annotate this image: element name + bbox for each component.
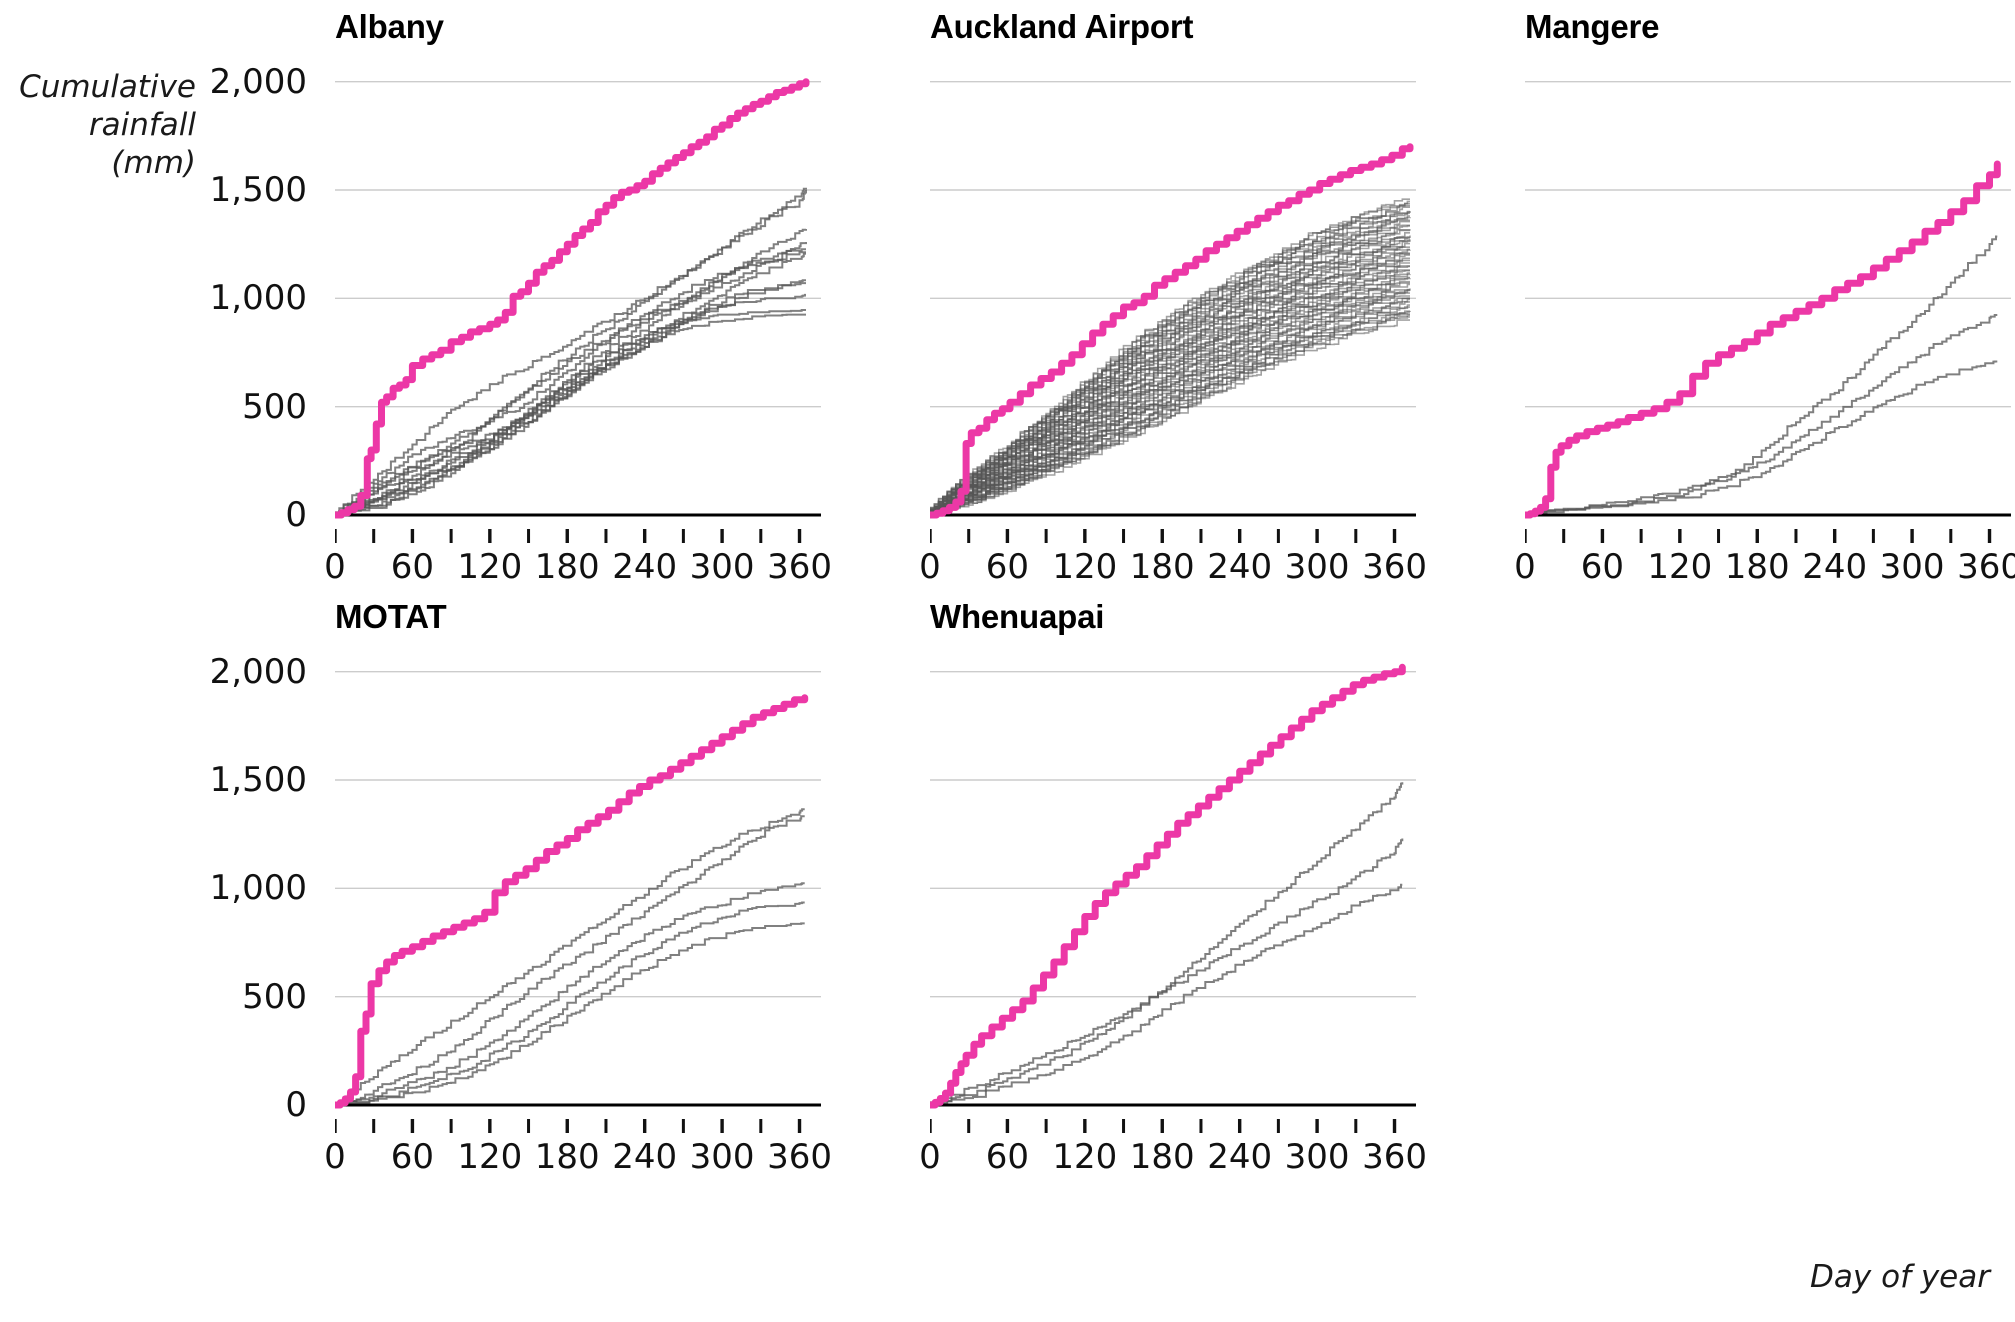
- x-tick-label: 300: [1284, 1137, 1350, 1177]
- x-tick-label: 360: [767, 1137, 832, 1177]
- x-tick-label: 180: [1724, 547, 1790, 587]
- x-tick-label: 120: [1052, 547, 1118, 587]
- x-tick-label: 0: [324, 1137, 346, 1177]
- x-tick-label: 180: [1129, 547, 1195, 587]
- y-tick-label: 500: [242, 386, 307, 427]
- history-line: [1525, 235, 1998, 516]
- history-line: [335, 279, 806, 516]
- highlight-line: [335, 694, 809, 1109]
- history-line: [335, 228, 807, 516]
- y-tick-label: 1,000: [209, 868, 307, 909]
- history-line: [335, 190, 807, 516]
- y-tick-label: 1,000: [209, 278, 307, 319]
- y-tick-label: 1,500: [209, 170, 307, 210]
- y-tick-label: 2,000: [209, 651, 307, 692]
- history-line: [335, 252, 806, 516]
- y-tick-label: 2,000: [209, 61, 307, 102]
- history-line: [930, 838, 1404, 1104]
- history-line: [930, 883, 1403, 1105]
- x-tick-label: 240: [1802, 547, 1868, 587]
- x-tick-label: 60: [390, 547, 435, 587]
- history-line: [335, 282, 806, 516]
- x-tick-label: 60: [1580, 547, 1625, 587]
- history-line: [335, 808, 805, 1106]
- x-tick-label: 120: [1052, 1137, 1118, 1177]
- highlight-line: [335, 78, 810, 519]
- x-tick-label: 180: [534, 1137, 600, 1177]
- history-line: [335, 242, 807, 515]
- x-tick-label: 360: [1362, 1137, 1427, 1177]
- panel-title-mangere: Mangere: [1525, 8, 1660, 45]
- x-tick-label: 180: [1129, 1137, 1195, 1177]
- plot-area-albany: [335, 60, 821, 543]
- x-tick-label: 240: [612, 1137, 678, 1177]
- history-line: [335, 309, 806, 515]
- x-tick-label: 300: [689, 547, 755, 587]
- panel-title-motat: MOTAT: [335, 598, 447, 635]
- panel-title-whenuapai: Whenuapai: [930, 598, 1105, 635]
- history-line: [1525, 314, 1998, 516]
- x-tick-label: 300: [1879, 547, 1945, 587]
- x-tick-label: 60: [985, 1137, 1030, 1177]
- x-axis-label: Day of year: [1810, 1259, 1990, 1295]
- history-line: [930, 198, 1410, 514]
- x-tick-label: 0: [1514, 547, 1536, 587]
- y-axis-label: Cumulative rainfall (mm): [19, 69, 196, 181]
- x-tick-label: 240: [612, 547, 678, 587]
- history-line: [335, 882, 805, 1106]
- history-line: [930, 782, 1404, 1104]
- highlight-line: [930, 663, 1406, 1109]
- x-tick-label: 240: [1207, 1137, 1273, 1177]
- x-tick-label: 60: [390, 1137, 435, 1177]
- x-tick-label: 180: [534, 547, 600, 587]
- x-tick-label: 240: [1207, 547, 1273, 587]
- plot-area-auckland-airport: [930, 60, 1416, 543]
- x-tick-label: 0: [324, 547, 346, 587]
- plot-area-whenuapai: [930, 650, 1416, 1133]
- x-tick-label: 300: [689, 1137, 755, 1177]
- x-tick-label: 0: [919, 1137, 941, 1177]
- y-tick-label: 500: [242, 976, 307, 1017]
- history-line: [335, 901, 805, 1106]
- x-tick-label: 120: [1647, 547, 1713, 587]
- x-tick-label: 120: [457, 547, 523, 587]
- history-line: [335, 922, 805, 1104]
- x-tick-label: 60: [985, 547, 1030, 587]
- panel-title-auckland-airport: Auckland Airport: [930, 8, 1194, 45]
- y-tick-label: 0: [285, 495, 307, 535]
- history-line: [335, 313, 806, 516]
- y-tick-label: 0: [285, 1085, 307, 1125]
- highlight-line: [1525, 160, 2001, 519]
- x-tick-label: 360: [767, 547, 832, 587]
- y-tick-label: 1,500: [209, 760, 307, 800]
- x-tick-label: 0: [919, 547, 941, 587]
- x-tick-label: 360: [1362, 547, 1427, 587]
- history-line: [1525, 360, 1998, 515]
- x-tick-label: 120: [457, 1137, 523, 1177]
- x-tick-label: 360: [1957, 547, 2015, 587]
- plot-area-mangere: [1525, 60, 2011, 543]
- history-line: [335, 187, 807, 516]
- plot-area-motat: [335, 650, 821, 1133]
- history-line: [930, 276, 1410, 516]
- history-line: [335, 815, 805, 1106]
- x-tick-label: 300: [1284, 547, 1350, 587]
- panel-title-albany: Albany: [335, 8, 444, 45]
- highlight-line: [930, 143, 1414, 519]
